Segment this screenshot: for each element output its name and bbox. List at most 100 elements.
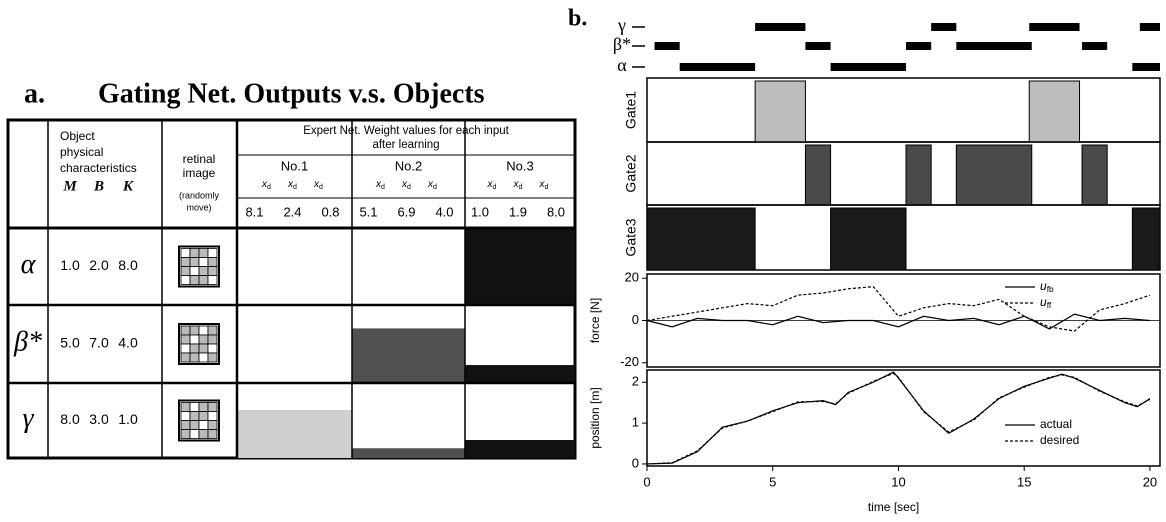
y-axis-label: force [N] — [588, 298, 602, 343]
header-text: image — [183, 166, 216, 180]
retina-cell — [198, 429, 209, 439]
weight-value: 1.9 — [509, 204, 527, 219]
y-tick-label: 2 — [632, 374, 639, 389]
retina-cell — [189, 334, 200, 345]
input-label-base: x — [487, 179, 494, 190]
retina-cell — [180, 275, 191, 285]
gate-level — [352, 328, 465, 383]
object-interval — [931, 23, 957, 31]
gate-level — [465, 365, 575, 383]
retina-cell — [207, 266, 218, 276]
y-tick-label: 0 — [632, 312, 639, 327]
input-label-sub: d — [519, 184, 523, 191]
retina-cell — [180, 334, 191, 345]
input-label-sub: d — [267, 184, 271, 191]
plot-frame — [646, 369, 1161, 467]
header-text: after learning — [372, 139, 439, 151]
input-label-sub: d — [493, 184, 497, 191]
retina-cell — [198, 411, 209, 421]
panel-title: Gating Net. Outputs v.s. Objects — [98, 78, 485, 109]
header-text: Object — [60, 129, 95, 143]
retina-cell — [189, 411, 200, 421]
retina-cell — [189, 402, 200, 412]
retina-cell — [207, 257, 218, 267]
x-tick-label: 5 — [769, 474, 776, 489]
y-tick-label: 0 — [632, 455, 639, 470]
y-axis-label: position [m] — [588, 387, 602, 448]
header-text: physical — [60, 145, 103, 159]
retina-cell — [180, 266, 191, 276]
retina-cell — [189, 325, 200, 336]
gate-level — [352, 448, 465, 458]
header-text: Expert Net. Weight values for each input — [303, 125, 509, 137]
gate-interval — [646, 207, 756, 271]
retina-cell — [207, 248, 218, 258]
retina-cell — [207, 343, 218, 354]
retina-cell — [207, 429, 218, 439]
param-value: 1.0 — [60, 257, 80, 273]
input-label-base: x — [313, 179, 320, 190]
gate-interval — [1081, 144, 1108, 206]
y-tick-label: 20 — [625, 270, 639, 285]
retina-cell — [198, 402, 209, 412]
input-label: xd — [287, 179, 297, 191]
retina-frame — [178, 245, 220, 288]
retina-cell — [180, 420, 191, 430]
legend-label: uff — [1040, 295, 1052, 310]
series-line — [646, 371, 1151, 465]
x-tick-label: 15 — [1017, 474, 1031, 489]
retina-cell — [198, 420, 209, 430]
retina-cell — [207, 402, 218, 412]
retina-frame — [178, 399, 220, 442]
weight-value: 2.4 — [283, 204, 301, 219]
weight-value: 4.0 — [435, 204, 453, 219]
object-label: β* — [613, 34, 631, 54]
retina-cell — [189, 275, 200, 285]
retina-cell — [198, 334, 209, 345]
retina-cell — [180, 248, 191, 258]
gate-interval — [830, 207, 907, 271]
object-interval — [906, 42, 932, 50]
input-label-base: x — [539, 179, 546, 190]
weight-value: 1.0 — [471, 204, 489, 219]
retina-cell — [198, 266, 209, 276]
header-note: move) — [186, 202, 211, 212]
header-text: retinal — [183, 152, 216, 166]
input-label-sub: d — [319, 184, 323, 191]
gate-level — [465, 228, 575, 305]
header-text: characteristics — [60, 161, 137, 175]
retina-cell — [207, 411, 218, 421]
x-tick-label: 20 — [1143, 474, 1157, 489]
param-value: 8.0 — [118, 257, 138, 273]
object-interval — [654, 42, 680, 50]
legend-label: actual — [1040, 417, 1072, 431]
input-label: xd — [539, 179, 549, 191]
param-header: M — [62, 178, 77, 194]
input-label-base: x — [375, 179, 382, 190]
retina-cell — [189, 352, 200, 363]
input-label: xd — [427, 179, 437, 191]
param-value: 5.0 — [60, 335, 80, 351]
retina-cell — [189, 257, 200, 267]
object-symbol: α — [21, 249, 37, 280]
object-label: α — [617, 55, 627, 75]
net-name: No.1 — [281, 158, 308, 173]
retina-cell — [198, 257, 209, 267]
param-value: 7.0 — [89, 335, 109, 351]
param-header: B — [93, 178, 104, 194]
retina-cell — [189, 248, 200, 258]
gate-interval — [754, 80, 806, 143]
retina-cell — [180, 257, 191, 267]
param-value: 3.0 — [89, 411, 109, 427]
series-line — [646, 313, 1150, 330]
gate-level — [465, 440, 575, 458]
y-tick-label: 1 — [632, 415, 639, 430]
object-interval — [830, 63, 907, 71]
input-label: xd — [487, 179, 497, 191]
retina-cell — [180, 343, 191, 354]
weight-value: 0.8 — [321, 204, 339, 219]
input-label: xd — [313, 179, 323, 191]
input-label: xd — [513, 179, 523, 191]
object-interval — [956, 42, 1032, 50]
param-value: 1.0 — [118, 411, 138, 427]
